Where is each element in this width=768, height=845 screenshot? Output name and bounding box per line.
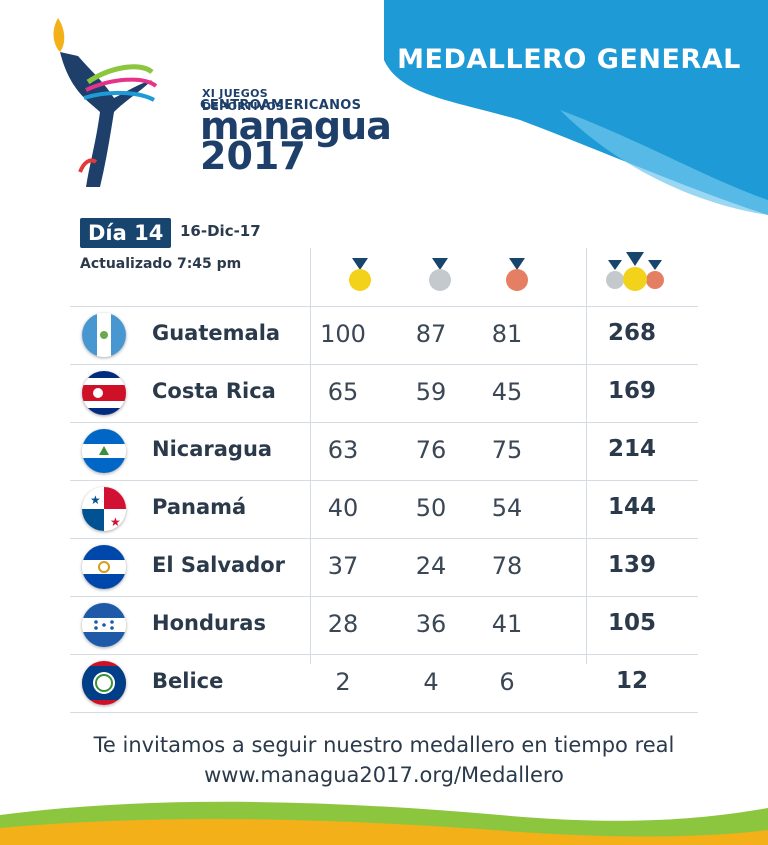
updated-label: Actualizado 7:45 pm <box>80 256 242 272</box>
svg-text:★: ★ <box>90 493 101 507</box>
silver-count: 4 <box>423 668 439 696</box>
total-count: 139 <box>607 552 656 578</box>
gold-count: 65 <box>327 378 359 406</box>
total-count: 144 <box>607 494 656 520</box>
table-row: Nicaragua 63 76 75 214 <box>70 422 698 480</box>
country-name: El Salvador <box>152 553 286 577</box>
silver-count: 87 <box>415 320 447 348</box>
total-medals-icon <box>606 252 664 291</box>
total-count: 12 <box>615 668 648 694</box>
total-count: 169 <box>607 378 656 404</box>
table-row: Costa Rica 65 59 45 169 <box>70 364 698 422</box>
total-count: 268 <box>607 320 656 346</box>
country-name: Panamá <box>152 495 247 519</box>
table-row: ★ ★ Panamá 40 50 54 144 <box>70 480 698 538</box>
country-name: Costa Rica <box>152 379 276 403</box>
bronze-count: 45 <box>491 378 523 406</box>
silver-medal-icon <box>429 258 451 291</box>
bronze-count: 81 <box>491 320 523 348</box>
medal-table: Guatemala 100 87 81 268 Costa Rica 65 59… <box>70 306 698 713</box>
day-badge: Día 14 <box>80 218 172 248</box>
silver-count: 24 <box>415 552 447 580</box>
logo-city: managua <box>200 104 392 148</box>
silver-count: 50 <box>415 494 447 522</box>
total-count: 214 <box>607 436 656 462</box>
svg-text:★: ★ <box>110 515 121 529</box>
belize-flag-icon <box>82 661 126 705</box>
guatemala-flag-icon <box>82 313 126 357</box>
logo-year: 2017 <box>200 134 306 178</box>
gold-count: 28 <box>327 610 359 638</box>
bronze-count: 54 <box>491 494 523 522</box>
medal-table-link[interactable]: www.managua2017.org/Medallero <box>204 763 564 787</box>
gold-count: 63 <box>327 436 359 464</box>
nicaragua-flag-icon <box>82 429 126 473</box>
bronze-count: 75 <box>491 436 523 464</box>
bronze-medal-icon <box>506 258 528 291</box>
honduras-flag-icon <box>82 603 126 647</box>
silver-count: 76 <box>415 436 447 464</box>
table-row: El Salvador 37 24 78 139 <box>70 538 698 596</box>
bronze-count: 6 <box>499 668 515 696</box>
country-name: Honduras <box>152 611 266 635</box>
country-name: Belice <box>152 669 224 693</box>
page-title: MEDALLERO GENERAL <box>397 44 741 75</box>
table-row: Guatemala 100 87 81 268 <box>70 306 698 364</box>
invite-text: Te invitamos a seguir nuestro medallero … <box>93 733 675 757</box>
footer-invite: Te invitamos a seguir nuestro medallero … <box>0 730 768 790</box>
gold-count: 2 <box>335 668 351 696</box>
gold-medal-icon <box>349 258 371 291</box>
el-salvador-flag-icon <box>82 545 126 589</box>
gold-count: 37 <box>327 552 359 580</box>
table-row: Belice 2 4 6 12 <box>70 654 698 713</box>
logo-line1: XI JUEGOS DEPORTIVOS <box>202 87 285 113</box>
bronze-count: 41 <box>491 610 523 638</box>
table-row: Honduras 28 36 41 105 <box>70 596 698 654</box>
gold-count: 100 <box>320 320 366 348</box>
total-count: 105 <box>607 610 656 636</box>
country-name: Guatemala <box>152 321 281 345</box>
column-divider <box>586 248 587 664</box>
country-name: Nicaragua <box>152 437 273 461</box>
torch-figure-icon <box>53 18 158 187</box>
silver-count: 59 <box>415 378 447 406</box>
silver-count: 36 <box>415 610 447 638</box>
bronze-count: 78 <box>491 552 523 580</box>
column-divider <box>310 248 311 664</box>
date-label: 16-Dic-17 <box>180 222 261 240</box>
games-logo: XI JUEGOS DEPORTIVOS CENTROAMERICANOS ma… <box>40 12 392 192</box>
panama-flag-icon: ★ ★ <box>82 487 126 531</box>
logo-line2: CENTROAMERICANOS <box>200 98 362 113</box>
gold-count: 40 <box>327 494 359 522</box>
costa-rica-flag-icon <box>82 371 126 415</box>
